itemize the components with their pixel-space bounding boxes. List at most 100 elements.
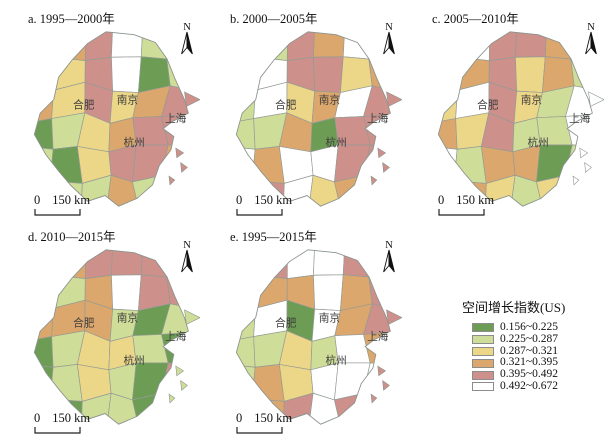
north-arrow-icon: N [181, 240, 193, 273]
scale-bar: 0 150 km [34, 193, 124, 216]
north-arrow-left-half [383, 249, 390, 273]
city-label-nanjing: 南京 [117, 312, 138, 325]
scale-zero: 0 [438, 193, 445, 207]
north-arrow-right-half [590, 31, 597, 55]
city-label-nanjing: 南京 [319, 93, 340, 106]
city-label-hefei: 合肥 [275, 98, 297, 111]
city-label-hefei: 合肥 [477, 98, 499, 111]
scale-bar: 0 150 km [438, 193, 528, 216]
city-label-shanghai: 上海 [165, 112, 187, 125]
scale-zero: 0 [34, 193, 41, 207]
scale-bar-text: 0 150 km [34, 193, 124, 207]
city-label-hefei: 合肥 [73, 316, 95, 329]
north-arrow-left-half [181, 31, 188, 55]
scale-bar-text: 0 150 km [236, 193, 326, 207]
scale-bar: 0 150 km [236, 411, 326, 434]
city-label-shanghai: 上海 [367, 112, 389, 125]
scale-zero: 0 [236, 411, 243, 425]
panel-title-a: a. 1995—2000年 [28, 12, 115, 26]
map-panel-a: a. 1995—2000年 合肥 南京上海杭州 N 0 150 km [8, 6, 208, 220]
north-label: N [183, 22, 191, 33]
legend-row: 0.321~0.395 [472, 357, 612, 369]
city-label-shanghai: 上海 [367, 330, 389, 343]
city-label-hangzhou: 杭州 [527, 136, 548, 149]
legend-swatch-class5 [472, 370, 494, 380]
north-arrow-right-half [186, 31, 193, 55]
legend-swatch-class6 [472, 382, 494, 392]
north-arrow-left-half [383, 31, 390, 55]
city-label-shanghai: 上海 [569, 112, 591, 125]
legend-swatch-class1 [472, 323, 494, 333]
legend-label: 0.492~0.672 [500, 379, 558, 392]
legend-swatch-class2 [472, 335, 494, 345]
legend-label: 0.287~0.321 [500, 344, 558, 357]
scale-distance: 150 km [456, 193, 495, 207]
north-arrow-left-half [181, 249, 188, 273]
legend-label: 0.225~0.287 [500, 332, 558, 345]
legend-row: 0.225~0.287 [472, 332, 612, 346]
city-label-hefei: 合肥 [275, 316, 297, 329]
map-legend: 空间增长指数(US) 0.156~0.225 0.225~0.287 0.287… [452, 297, 612, 393]
city-label-nanjing: 南京 [319, 312, 340, 325]
north-arrow-icon: N [383, 240, 395, 273]
panel-title-d: d. 2010—2015年 [28, 230, 116, 244]
scale-bar-line [236, 427, 283, 434]
scale-zero: 0 [34, 411, 41, 425]
scale-bar-line [34, 209, 81, 216]
scale-bar-text: 0 150 km [34, 411, 124, 425]
panel-title-c: c. 2005—2010年 [432, 12, 519, 26]
legend-title: 空间增长指数(US) [462, 300, 566, 315]
city-label-hangzhou: 杭州 [325, 136, 346, 149]
north-arrow-right-half [388, 249, 395, 273]
map-panel-e: e. 1995—2015年 合肥 南京上海杭州 N 0 150 km [210, 224, 410, 438]
legend-swatch-class4 [472, 358, 494, 368]
city-label-shanghai: 上海 [165, 330, 187, 343]
legend-swatch-class3 [472, 346, 494, 356]
legend-label: 0.321~0.395 [500, 356, 558, 369]
scale-bar-text: 0 150 km [236, 411, 326, 425]
legend-row: 0.156~0.225 [472, 321, 612, 334]
legend-label: 0.156~0.225 [500, 321, 558, 333]
north-arrow-icon: N [585, 22, 597, 55]
scale-distance: 150 km [52, 193, 91, 207]
north-arrow-left-half [585, 31, 592, 55]
city-label-hefei: 合肥 [73, 98, 95, 111]
map-panel-d: d. 2010—2015年 合肥 南京上海杭州 N 0 150 km [8, 224, 208, 438]
scale-bar: 0 150 km [236, 193, 326, 216]
legend-row: 0.395~0.492 [472, 368, 612, 381]
scale-distance: 150 km [52, 411, 91, 425]
scale-distance: 150 km [254, 411, 293, 425]
north-label: N [183, 240, 191, 251]
panel-title-b: b. 2000—2005年 [230, 12, 318, 26]
scale-bar-line [438, 209, 485, 216]
panel-title-e: e. 1995—2015年 [230, 230, 317, 244]
city-label-nanjing: 南京 [117, 93, 138, 106]
north-label: N [385, 240, 393, 251]
north-arrow-icon: N [383, 22, 395, 55]
scale-bar: 0 150 km [34, 411, 124, 434]
legend-label: 0.395~0.492 [500, 368, 558, 381]
scale-bar-text: 0 150 km [438, 193, 528, 207]
city-label-hangzhou: 杭州 [325, 354, 346, 367]
legend-row: 0.287~0.321 [472, 344, 612, 358]
city-label-nanjing: 南京 [521, 93, 542, 106]
north-label: N [587, 22, 595, 33]
scale-zero: 0 [236, 193, 243, 207]
north-arrow-right-half [186, 249, 193, 273]
scale-bar-line [34, 427, 81, 434]
north-arrow-right-half [388, 31, 395, 55]
north-arrow-icon: N [181, 22, 193, 55]
scale-bar-line [236, 209, 283, 216]
legend-row: 0.492~0.672 [472, 379, 612, 393]
city-label-hangzhou: 杭州 [123, 136, 144, 149]
map-panel-c: c. 2005—2010年 合肥 南京上海杭州 N 0 150 km [412, 6, 612, 220]
scale-distance: 150 km [254, 193, 293, 207]
north-label: N [385, 22, 393, 33]
city-label-hangzhou: 杭州 [123, 354, 144, 367]
